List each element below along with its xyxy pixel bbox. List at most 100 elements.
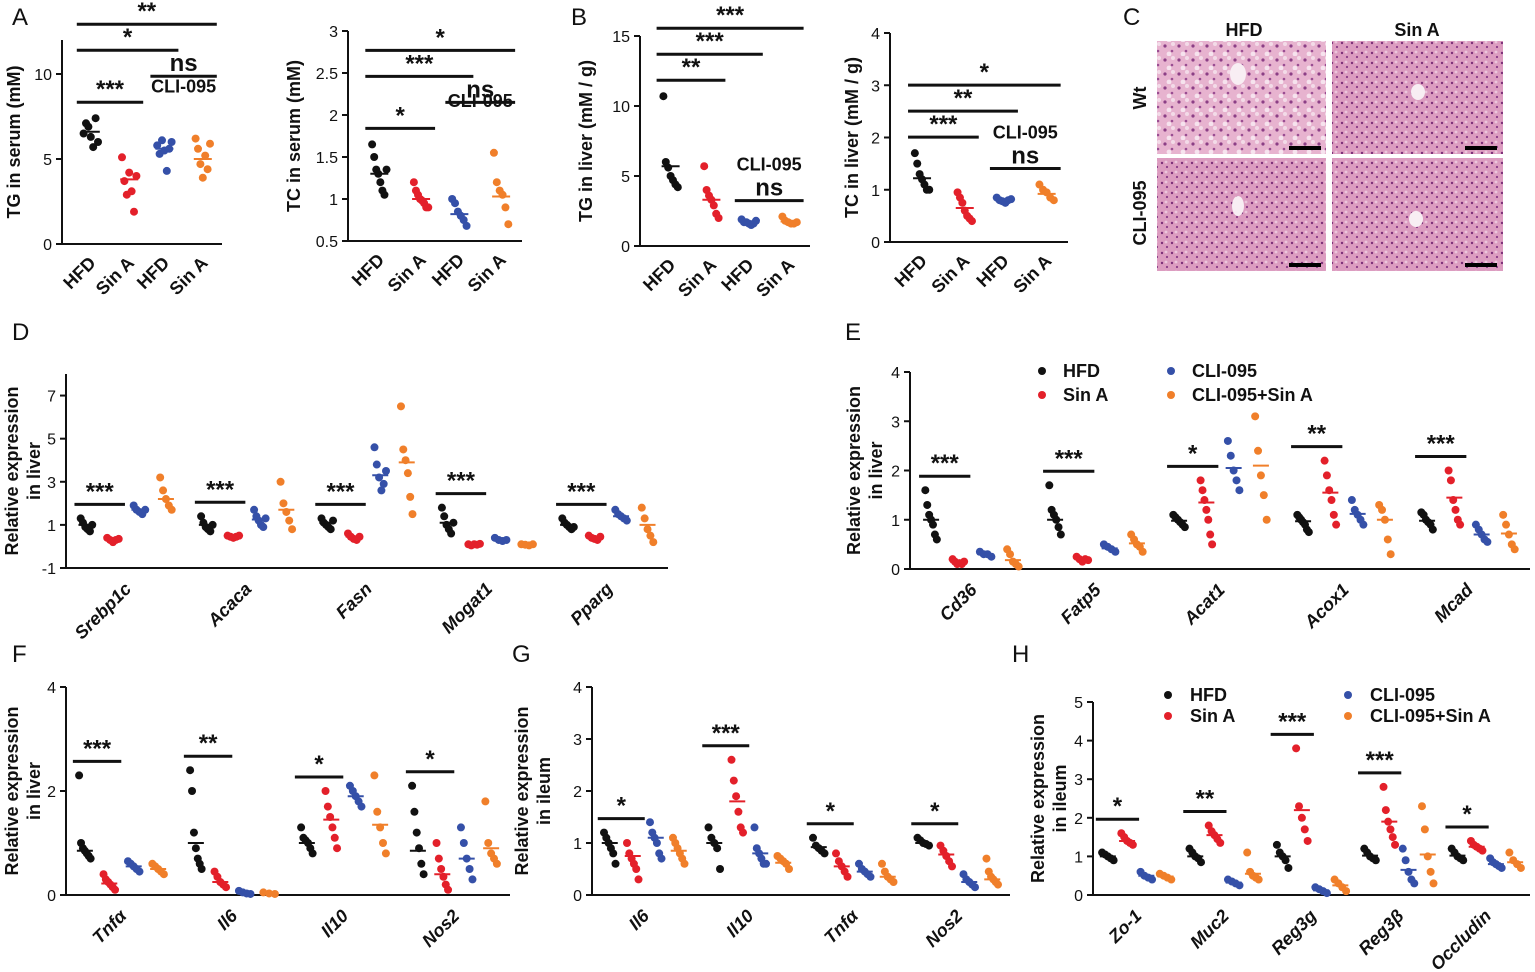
significance-label: *** xyxy=(326,478,355,505)
data-point xyxy=(409,178,418,187)
histology-row-cli095: CLI-095 xyxy=(1130,180,1150,245)
x-category-label: Mogat1 xyxy=(438,579,497,638)
data-point xyxy=(1456,520,1465,529)
data-point xyxy=(1401,856,1410,865)
x-category-label: Fasn xyxy=(332,579,376,623)
y-tick-label: 3 xyxy=(871,78,880,95)
panel-label-b1: B xyxy=(571,4,587,31)
y-tick-label: 3 xyxy=(47,475,56,492)
data-point xyxy=(700,162,709,171)
x-category-label: Nos2 xyxy=(418,906,463,951)
data-point xyxy=(308,849,317,858)
data-point xyxy=(1014,562,1023,571)
x-category-label: Cd36 xyxy=(936,579,982,625)
data-point xyxy=(246,889,255,898)
x-category-label: Tnfα xyxy=(820,905,862,947)
y-tick-label: 3 xyxy=(329,24,338,41)
data-point xyxy=(201,151,210,160)
y-tick-label: 10 xyxy=(612,99,630,116)
data-point xyxy=(285,516,294,525)
y-tick-label: 3 xyxy=(891,414,900,431)
scale-bar xyxy=(1465,263,1497,267)
y-axis-label: Relative expression xyxy=(2,386,22,555)
data-point xyxy=(1235,486,1244,495)
y-tick-label: 1 xyxy=(871,183,880,200)
x-category-label: Srebp1c xyxy=(71,579,135,643)
data-point xyxy=(932,535,941,544)
data-point xyxy=(156,473,165,482)
data-point xyxy=(809,833,818,842)
data-point xyxy=(704,823,713,832)
y-tick-label: 7 xyxy=(47,389,56,406)
histology-image-cli-hfd xyxy=(1157,158,1326,271)
data-point xyxy=(889,878,898,886)
data-point xyxy=(921,486,930,495)
data-point xyxy=(492,178,501,187)
data-point xyxy=(465,865,474,873)
data-point xyxy=(1398,844,1407,853)
data-point xyxy=(196,160,205,169)
data-point xyxy=(1292,744,1301,753)
legend-label-hfd: HFD xyxy=(1063,361,1100,381)
panel-label-g: G xyxy=(512,641,531,668)
data-point xyxy=(1006,550,1015,559)
data-point xyxy=(84,122,93,131)
y-tick-label: 10 xyxy=(34,67,52,84)
data-point xyxy=(993,880,1002,889)
data-point xyxy=(1381,806,1390,815)
data-point xyxy=(1295,802,1304,811)
data-point xyxy=(91,114,100,123)
x-category-label: HFD xyxy=(891,251,931,291)
data-point xyxy=(373,807,382,816)
x-category-label: Reg3g xyxy=(1267,906,1320,959)
data-point xyxy=(622,516,631,525)
data-point xyxy=(1386,825,1395,834)
data-point xyxy=(609,849,618,858)
significance-label: * xyxy=(1113,793,1123,820)
data-point xyxy=(380,190,389,199)
data-point xyxy=(1297,813,1306,822)
data-point xyxy=(206,527,215,536)
x-category-label: Il10 xyxy=(317,906,352,941)
data-point xyxy=(1196,476,1205,485)
data-point xyxy=(504,220,513,229)
data-point xyxy=(167,138,176,146)
panel-c-histology: C HFD Sin A Wt CLI-095 xyxy=(1123,4,1503,271)
significance-label: *** xyxy=(929,111,958,138)
data-point xyxy=(784,865,793,873)
data-point xyxy=(1223,436,1232,445)
data-point xyxy=(948,862,957,871)
data-point xyxy=(1378,505,1387,514)
x-category-label: Acaca xyxy=(203,579,255,631)
data-point xyxy=(1284,863,1293,872)
panel-label-a1: A xyxy=(12,4,28,31)
significance-label: ** xyxy=(137,0,156,25)
data-point xyxy=(1300,825,1309,834)
x-category-label: Reg3β xyxy=(1355,906,1408,959)
data-point xyxy=(456,823,465,832)
x-category-label: Occludin xyxy=(1427,906,1496,972)
significance-label: ** xyxy=(1196,786,1215,813)
data-point xyxy=(714,214,723,222)
data-point xyxy=(1386,550,1395,559)
data-point xyxy=(762,859,771,868)
legend-marker-cli095 xyxy=(1167,367,1175,375)
vessel-shape xyxy=(1409,211,1423,227)
data-point xyxy=(958,198,967,207)
data-point xyxy=(1202,505,1211,514)
data-point xyxy=(664,163,673,172)
y-axis-label: TC in liver (mM / g) xyxy=(842,57,862,218)
data-point xyxy=(727,755,736,764)
data-point xyxy=(447,529,456,538)
data-point xyxy=(680,859,689,868)
data-point xyxy=(622,839,631,847)
data-point xyxy=(643,525,652,534)
y-tick-label: -1 xyxy=(42,561,56,578)
data-point xyxy=(1148,875,1157,884)
data-point xyxy=(1256,471,1265,480)
vessel-shape xyxy=(1232,196,1244,216)
data-point xyxy=(1304,528,1313,537)
data-point xyxy=(158,136,166,145)
